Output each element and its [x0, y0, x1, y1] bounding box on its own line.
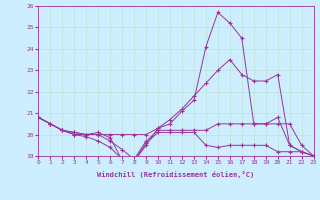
- X-axis label: Windchill (Refroidissement éolien,°C): Windchill (Refroidissement éolien,°C): [97, 171, 255, 178]
